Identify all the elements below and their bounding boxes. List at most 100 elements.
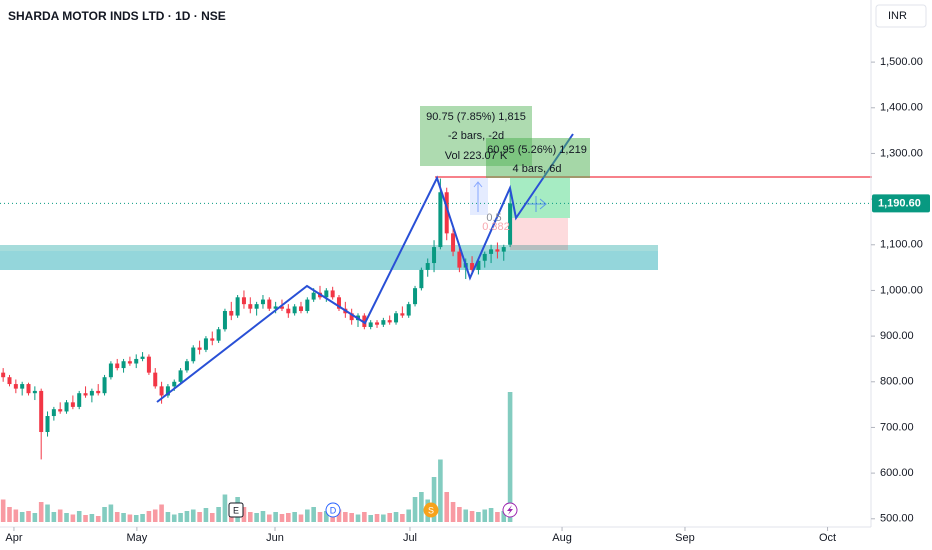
candle-body <box>432 247 437 264</box>
candle-body <box>260 299 265 305</box>
volume-bar <box>406 509 412 522</box>
measure-box <box>470 178 488 215</box>
volume-bar <box>495 512 500 522</box>
candle-body <box>39 390 44 433</box>
candle-body <box>457 251 462 268</box>
volume-bar <box>7 507 12 522</box>
y-tick-label: 1,000.00 <box>880 284 923 296</box>
candle-body <box>83 393 88 396</box>
volume-bar <box>184 511 190 522</box>
candle-body <box>495 249 500 252</box>
y-tick-label: 900.00 <box>880 330 914 342</box>
volume-bar <box>431 477 437 522</box>
volume-bar <box>368 515 373 522</box>
volume-bar <box>190 509 196 522</box>
split-icon <box>507 505 513 515</box>
candle-body <box>381 320 386 325</box>
y-tick-label: 800.00 <box>880 376 914 388</box>
candle-body <box>96 390 101 394</box>
candle-body <box>153 372 158 387</box>
volume-bar <box>387 513 392 522</box>
volume-bar <box>222 494 228 522</box>
y-tick-label: 1,100.00 <box>880 239 923 251</box>
volume-bar <box>197 512 202 522</box>
volume-bar <box>159 504 164 522</box>
candle-body <box>77 393 82 407</box>
candle-body <box>470 263 475 270</box>
volume-bar <box>482 509 488 522</box>
volume-bar <box>76 511 82 522</box>
candle-body <box>134 358 139 364</box>
volume-bar <box>57 509 63 522</box>
candle-body <box>489 249 494 254</box>
candle-body <box>70 402 75 407</box>
volume-bar <box>292 512 297 522</box>
candle-body <box>286 308 291 314</box>
x-tick-label: Oct <box>819 532 836 544</box>
volume-bar <box>260 511 266 522</box>
annotation: 4 bars, 6d <box>513 163 562 175</box>
last-price-box <box>872 194 930 213</box>
volume-bar <box>13 509 19 522</box>
candle-body <box>102 377 107 394</box>
volume-bar <box>444 492 450 522</box>
annotation: 90.75 (7.85%) 1,815 <box>426 111 526 123</box>
volume-bar <box>412 497 418 522</box>
candle-body <box>58 409 63 412</box>
volume-bar <box>476 512 481 522</box>
candle-body <box>203 338 208 350</box>
volume-bar <box>178 513 183 522</box>
x-tick-label: Jul <box>403 532 417 544</box>
volume-bar <box>70 514 76 522</box>
volume-bar <box>146 511 152 522</box>
event-label: S <box>428 505 434 515</box>
volume-bar <box>438 459 443 522</box>
annotation: 0.382 <box>482 221 510 233</box>
y-tick-label: 700.00 <box>880 421 914 433</box>
candle-body <box>349 313 354 321</box>
drawings <box>0 176 872 270</box>
candle-body <box>184 361 189 371</box>
candle-body <box>165 386 170 396</box>
candle-body <box>413 288 418 305</box>
volume-bar <box>64 513 69 522</box>
candle-body <box>7 377 12 385</box>
candle-body <box>362 315 367 327</box>
event-marker <box>325 502 341 518</box>
candle-body <box>254 304 259 309</box>
volume-bar <box>400 514 405 522</box>
volume-bar <box>362 512 367 522</box>
volume-bar <box>38 502 44 522</box>
measure-arrow <box>473 181 483 212</box>
volume-bar <box>381 514 386 522</box>
volume-bar <box>349 513 354 522</box>
candle-body <box>1 372 6 378</box>
volume-bar <box>279 514 285 522</box>
volume-bar <box>355 514 361 522</box>
volume-bar <box>305 509 310 522</box>
volume-bar <box>152 509 158 522</box>
candle-body <box>216 329 221 341</box>
candle-body <box>406 304 411 316</box>
volume-bar <box>51 512 57 522</box>
volume-bar <box>298 514 304 522</box>
volume-bar <box>32 513 38 522</box>
pattern-line <box>156 133 574 403</box>
volume-bar <box>140 514 145 522</box>
volume-bar <box>133 515 139 522</box>
stop-zone <box>510 218 568 250</box>
chart-title: SHARDA MOTOR INDS LTD · 1D · NSE <box>8 9 226 23</box>
volume-bar <box>83 515 88 522</box>
candle-body <box>330 290 335 298</box>
candle-body <box>298 306 303 311</box>
candle-body <box>279 306 284 309</box>
volume-bar <box>45 504 50 522</box>
x-tick-label: Apr <box>5 532 22 544</box>
volume-bar <box>343 512 348 522</box>
currency: INR <box>888 10 907 22</box>
candle-body <box>394 313 399 323</box>
candle-body <box>13 384 18 389</box>
event-marker <box>228 502 244 518</box>
volume-bar <box>102 507 107 522</box>
volume-bar <box>336 509 342 522</box>
